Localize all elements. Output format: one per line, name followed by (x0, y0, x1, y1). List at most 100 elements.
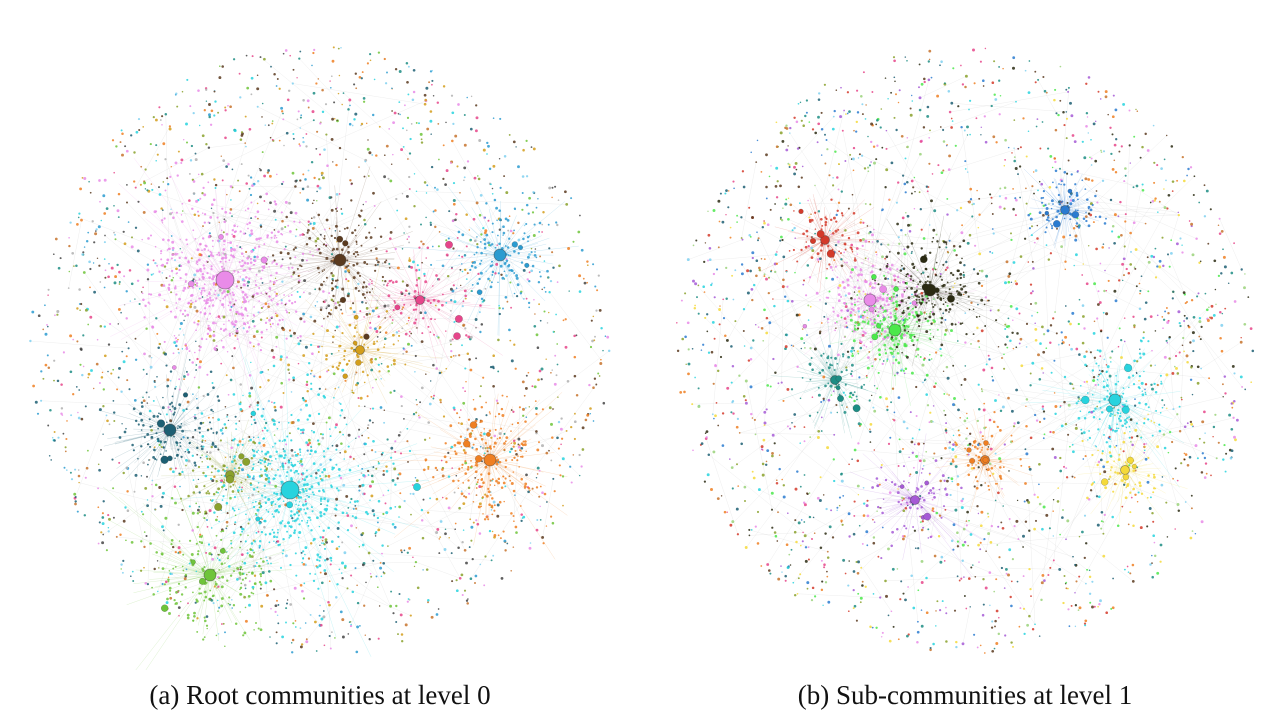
node (249, 257, 253, 261)
node (797, 185, 801, 189)
node (399, 311, 403, 315)
node (433, 333, 435, 336)
node (272, 260, 275, 263)
node (422, 291, 424, 294)
node (259, 348, 263, 352)
node (292, 271, 296, 274)
node (536, 346, 540, 349)
node (195, 502, 198, 505)
node (226, 579, 229, 582)
node (796, 592, 799, 595)
node (274, 202, 278, 206)
node (1177, 213, 1180, 217)
node (480, 505, 483, 508)
node (979, 431, 982, 434)
node (322, 615, 326, 619)
node (490, 494, 492, 496)
node (247, 534, 249, 537)
node (573, 355, 577, 359)
node (926, 190, 929, 193)
node (118, 366, 121, 370)
node (389, 391, 392, 394)
node (230, 305, 233, 308)
node (370, 575, 373, 578)
node (296, 290, 299, 293)
node (391, 319, 394, 321)
node (179, 445, 182, 448)
node (328, 634, 331, 638)
node (280, 182, 284, 186)
node (490, 509, 493, 511)
sub-hub-node (182, 392, 189, 398)
node (236, 443, 240, 447)
node (299, 408, 303, 411)
node (271, 401, 273, 403)
node (548, 247, 551, 250)
node (465, 245, 468, 248)
node (385, 259, 388, 262)
node (476, 243, 479, 246)
node (692, 279, 695, 283)
node (465, 599, 469, 602)
node (405, 283, 409, 287)
node (133, 151, 136, 154)
node (869, 430, 872, 433)
node (195, 542, 198, 545)
node (205, 455, 208, 458)
node (463, 268, 467, 272)
node (377, 363, 380, 366)
node (274, 277, 277, 280)
node (234, 514, 237, 517)
node (392, 121, 396, 125)
node (294, 453, 298, 457)
node (756, 139, 759, 142)
node (274, 409, 277, 412)
node (1064, 260, 1067, 263)
node (156, 332, 159, 335)
node (285, 356, 289, 359)
node (156, 560, 159, 562)
node (257, 237, 261, 240)
node (439, 536, 442, 538)
node (897, 488, 899, 490)
node (218, 520, 220, 523)
node (470, 95, 473, 98)
node (538, 231, 540, 233)
node (493, 509, 496, 512)
node (418, 416, 421, 419)
node (107, 526, 110, 529)
node (994, 399, 997, 402)
node (191, 207, 194, 211)
node (556, 281, 559, 283)
node (302, 140, 305, 144)
node (276, 173, 278, 176)
node (305, 640, 309, 644)
node (353, 310, 356, 314)
node (321, 174, 323, 177)
node (548, 311, 550, 314)
node (288, 201, 291, 205)
node (259, 386, 262, 389)
node (490, 504, 494, 508)
node (475, 487, 478, 489)
node (178, 425, 182, 429)
node (1029, 587, 1032, 591)
node (1017, 173, 1019, 176)
node (492, 384, 495, 388)
node (825, 139, 828, 141)
node (291, 421, 295, 424)
node (896, 568, 899, 570)
node (274, 442, 277, 445)
node (259, 458, 262, 462)
node (371, 509, 375, 513)
node (806, 581, 810, 585)
node (495, 206, 498, 210)
node (1114, 108, 1118, 112)
node (202, 471, 205, 475)
node (1171, 180, 1175, 183)
node (846, 350, 850, 353)
node (494, 246, 497, 249)
node (366, 374, 369, 377)
node (311, 226, 315, 230)
node (238, 508, 240, 511)
